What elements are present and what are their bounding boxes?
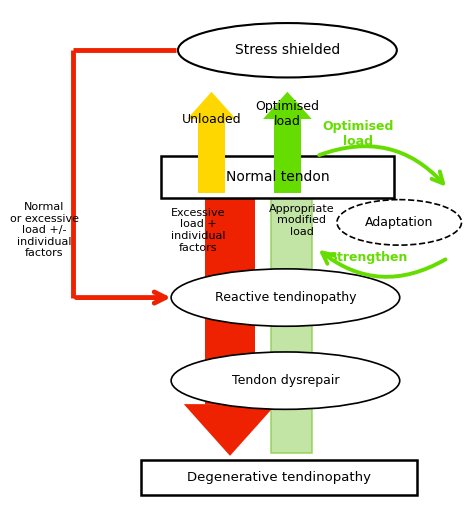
Bar [198, 119, 225, 193]
Text: Adaptation: Adaptation [365, 216, 433, 229]
Ellipse shape [171, 269, 400, 326]
Polygon shape [263, 92, 312, 119]
Bar [141, 460, 417, 495]
Bar [205, 339, 255, 428]
Text: Normal
or excessive
load +/-
individual
factors: Normal or excessive load +/- individual … [9, 202, 79, 259]
Text: Degenerative tendinopathy: Degenerative tendinopathy [187, 471, 371, 484]
Text: Appropriate
modified
load: Appropriate modified load [269, 204, 335, 237]
Bar [271, 171, 312, 453]
Text: Normal tendon: Normal tendon [226, 170, 329, 184]
Bar [274, 119, 301, 193]
Text: Stress shielded: Stress shielded [235, 43, 340, 57]
Bar [205, 196, 255, 404]
Text: Tendon dysrepair: Tendon dysrepair [232, 374, 339, 387]
Ellipse shape [178, 23, 397, 78]
Text: Strengthen: Strengthen [328, 251, 408, 265]
Text: Optimised
load: Optimised load [323, 120, 394, 149]
Bar [161, 156, 394, 198]
Ellipse shape [171, 352, 400, 409]
Polygon shape [184, 404, 276, 456]
Ellipse shape [337, 199, 462, 245]
Bar [205, 196, 255, 339]
Text: Unloaded: Unloaded [182, 113, 241, 126]
Text: Excessive
load +
individual
factors: Excessive load + individual factors [171, 208, 225, 253]
Text: Optimised
load: Optimised load [255, 100, 319, 127]
Polygon shape [187, 92, 236, 119]
Text: Reactive tendinopathy: Reactive tendinopathy [215, 291, 356, 304]
